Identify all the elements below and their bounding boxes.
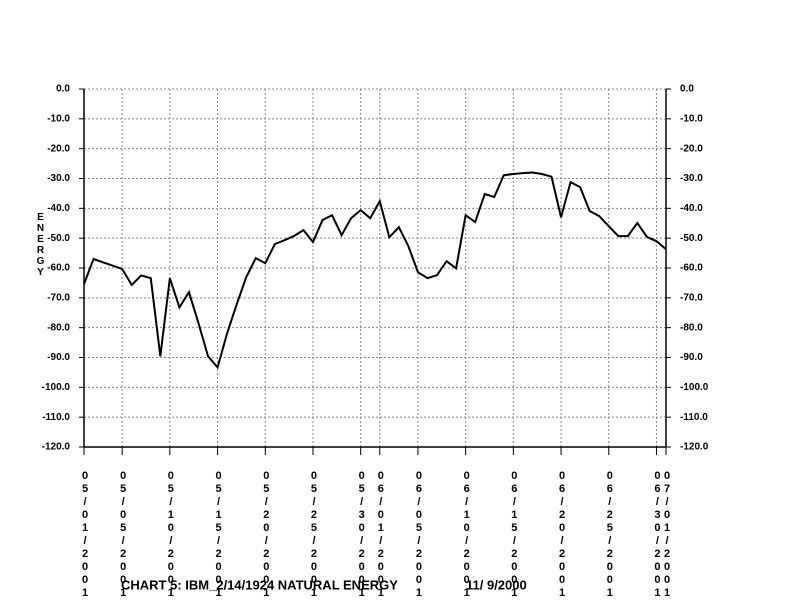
x-tick-label: 06/20/2001 <box>556 470 569 600</box>
y-axis-label: ENERGY <box>35 212 46 278</box>
y-tick-label: -20.0 <box>47 143 70 154</box>
y2-tick-label: -50.0 <box>680 233 703 244</box>
y-tick-label: -120.0 <box>42 442 71 453</box>
x-tick-label: 05/01/2001 <box>79 470 91 600</box>
x-tick-label: 06/30/2001 <box>651 470 664 600</box>
y-tick-label: -30.0 <box>47 173 70 184</box>
x-tick-label: 05/15/2001 <box>212 470 225 600</box>
y2-tick-label: -10.0 <box>680 113 703 124</box>
y-tick-label: -100.0 <box>42 382 71 393</box>
y-tick-label: -90.0 <box>47 352 70 363</box>
y2-tick-label: -70.0 <box>680 292 703 303</box>
x-tick-label: 06/05/2001 <box>412 470 425 600</box>
x-tick-label: 06/10/2001 <box>460 470 473 600</box>
x-tick-label: 06/01/2001 <box>374 470 387 600</box>
y2-tick-label: -60.0 <box>680 263 703 274</box>
y2-tick-label: -90.0 <box>680 352 703 363</box>
y2-tick-label: -80.0 <box>680 322 703 333</box>
x-tick-label: 05/10/2001 <box>164 470 177 600</box>
y-tick-label: -40.0 <box>47 203 70 214</box>
y-tick-label: -110.0 <box>42 412 70 423</box>
x-tick-label: 05/20/2001 <box>260 470 273 600</box>
y-tick-label: -80.0 <box>47 322 70 333</box>
y-tick-label: -60.0 <box>47 263 70 274</box>
y2-tick-label: -40.0 <box>680 203 703 214</box>
y2-tick-label: -110.0 <box>680 412 708 423</box>
chart-title: CHART 5: IBM_2/14/1924 NATURAL ENERGY <box>121 577 398 592</box>
y-tick-label: -70.0 <box>47 292 70 303</box>
x-tick-label: 05/30/2001 <box>355 470 368 600</box>
x-tick-label: 06/25/2001 <box>603 470 616 600</box>
energy-line <box>83 171 667 370</box>
y2-tick-label: 0.0 <box>680 84 694 95</box>
y2-tick-label: -120.0 <box>680 442 709 453</box>
y-tick-label: -50.0 <box>47 233 70 244</box>
chart-date: 11/ 9/2000 <box>466 577 527 592</box>
x-tick-label: 06/15/2001 <box>508 470 521 600</box>
y2-tick-label: -100.0 <box>680 382 709 393</box>
y-tick-label: -10.0 <box>47 113 70 124</box>
x-tick-label: 05/05/2001 <box>117 470 130 600</box>
x-tick-label: 05/25/2001 <box>307 470 320 600</box>
y2-tick-label: -30.0 <box>680 173 703 184</box>
y2-tick-label: -20.0 <box>680 143 703 154</box>
y-tick-label: 0.0 <box>56 84 70 95</box>
x-tick-label: 07/01/2001 <box>661 470 673 600</box>
